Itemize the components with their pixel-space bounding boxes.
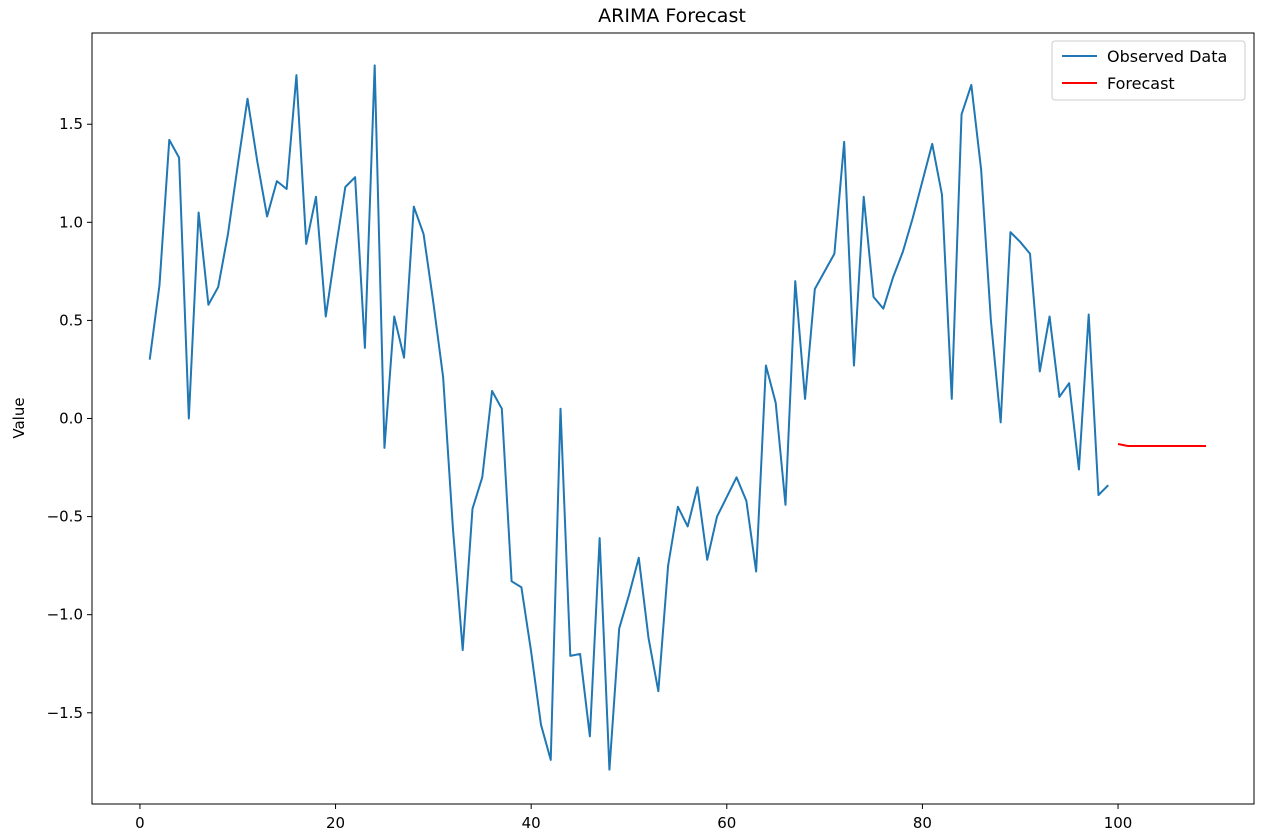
y-tick-label: −1.5 — [47, 704, 83, 722]
x-tick-label: 80 — [913, 814, 932, 829]
y-tick-label: −1.0 — [47, 606, 83, 624]
legend-box — [1051, 40, 1246, 101]
y-tick-label: 0.5 — [59, 311, 83, 329]
series-line-forecast — [1117, 443, 1207, 447]
series-line-observed-data — [148, 64, 1109, 771]
y-tick-label: −0.5 — [47, 508, 83, 526]
legend-entry-label: Forecast — [1107, 74, 1175, 93]
plot-frame — [91, 32, 1255, 805]
y-tick-label: 1.5 — [59, 115, 83, 133]
x-axis: 0 20 40 60 80 100 — [135, 804, 1132, 829]
x-tick-label: 0 — [135, 814, 145, 829]
x-tick-label: 20 — [326, 814, 345, 829]
chart-title: ARIMA Forecast — [598, 5, 746, 27]
x-tick-label: 100 — [1104, 814, 1133, 829]
y-axis-label: Value — [10, 397, 28, 438]
x-tick-label: 40 — [522, 814, 541, 829]
legend: Observed Data Forecast — [1051, 40, 1246, 101]
y-tick-label: 1.0 — [59, 213, 83, 231]
y-axis: −1.5 −1.0 −0.5 0.0 0.5 1.0 1.5 — [47, 115, 92, 722]
y-tick-label: 0.0 — [59, 410, 83, 428]
legend-entry-label: Observed Data — [1107, 47, 1227, 66]
x-tick-label: 60 — [717, 814, 736, 829]
plot-area — [148, 64, 1207, 771]
